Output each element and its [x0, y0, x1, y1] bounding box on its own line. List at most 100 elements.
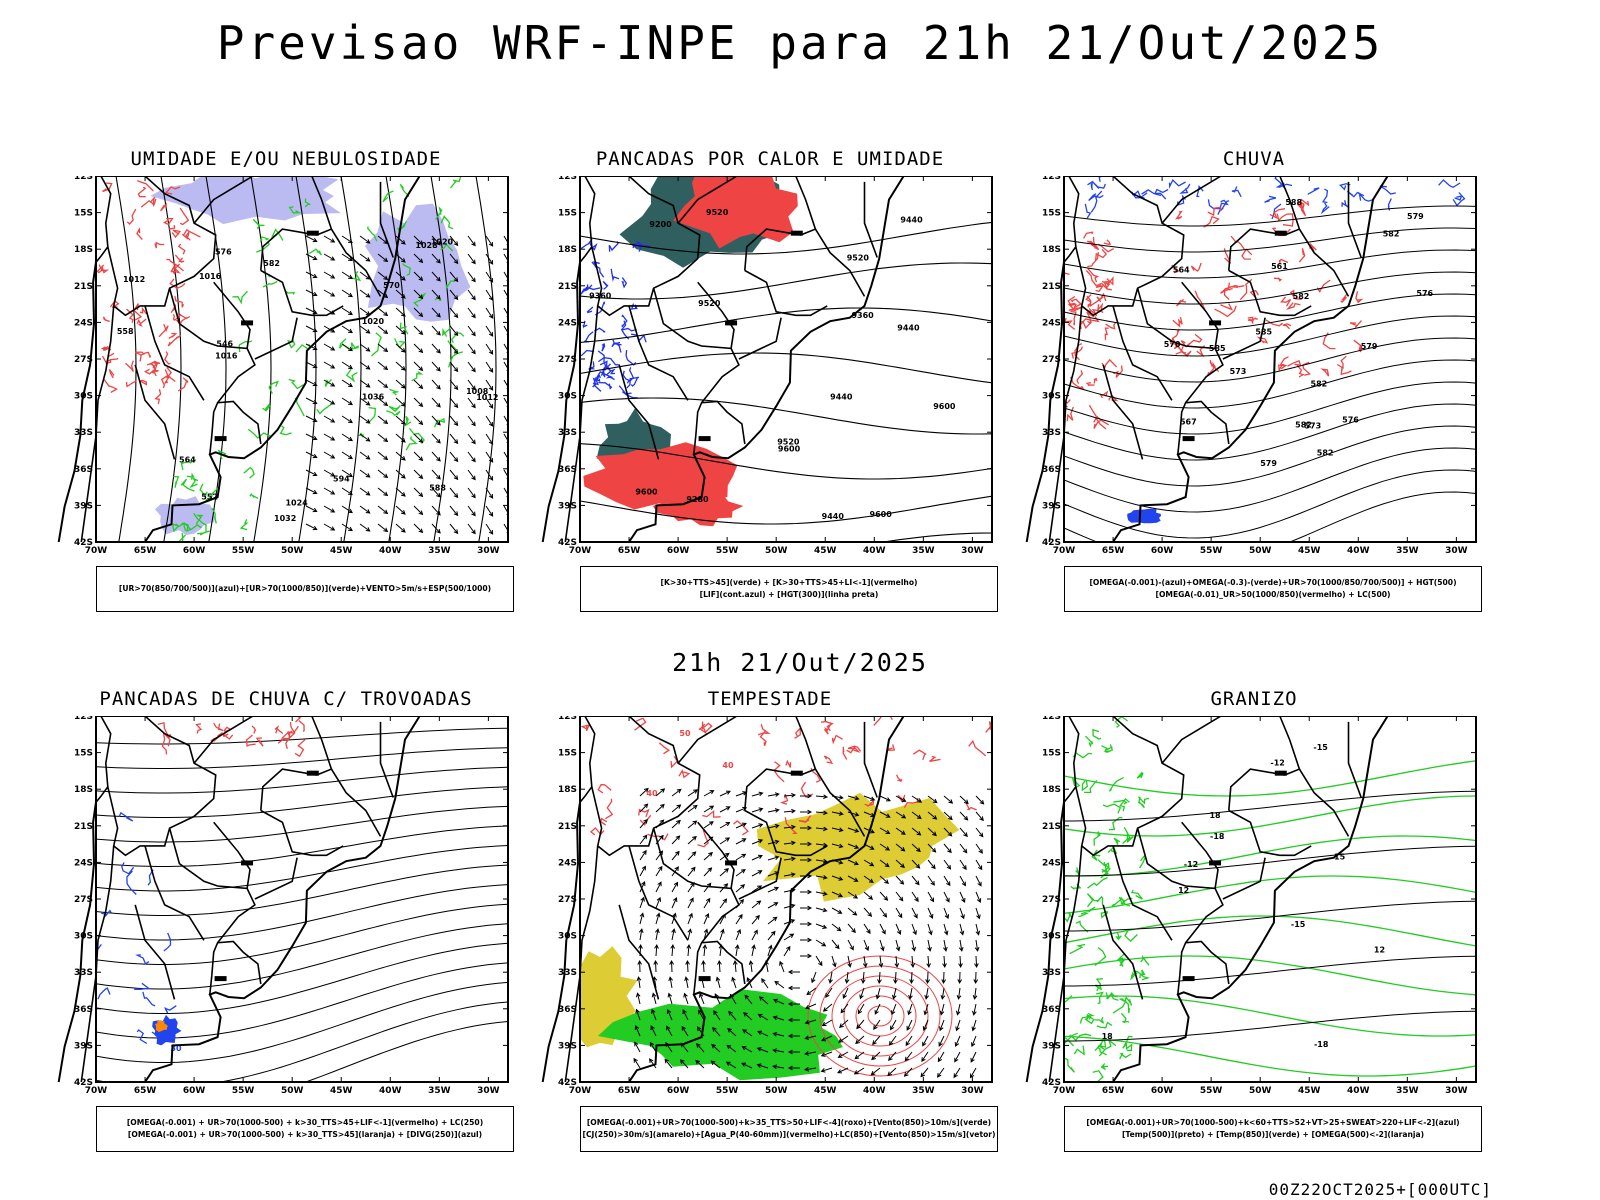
- wind-vector: [943, 875, 951, 887]
- lat-label: 36S: [74, 1005, 93, 1015]
- wind-vector: [341, 451, 353, 460]
- lon-label: 30W: [1445, 1086, 1468, 1096]
- wind-vector: [395, 451, 406, 461]
- wind-vector: [975, 907, 981, 920]
- pressure-contour: [295, 176, 317, 542]
- hgt500-contour: [1064, 469, 1476, 539]
- coastline-east: [628, 716, 905, 1083]
- temp850-contour: [1138, 796, 1150, 805]
- wind-vector: [395, 307, 406, 317]
- wind-vector: [772, 1064, 785, 1070]
- wind-vector: [395, 343, 406, 353]
- convection-contour: [195, 723, 203, 734]
- lif-contour: [602, 280, 609, 290]
- water-contour: [896, 774, 903, 782]
- wind-vector: [958, 939, 964, 952]
- water-contour: [678, 769, 691, 779]
- thickness-contour: [136, 227, 143, 240]
- wind-vector: [894, 955, 900, 968]
- base-map: [541, 716, 905, 1083]
- wind-vector: [341, 289, 353, 298]
- wind-vector: [787, 985, 800, 991]
- wind-vector: [911, 875, 920, 886]
- wind850-shade: [597, 989, 843, 1081]
- lif-contour: [625, 350, 637, 366]
- cyclone-contour: [855, 995, 905, 1037]
- wind-vector: [787, 969, 800, 975]
- temp850-contour: [1094, 1016, 1105, 1024]
- wind-vector: [359, 523, 371, 532]
- lon-label: 70W: [569, 1086, 592, 1096]
- wind-vector: [413, 361, 424, 372]
- temp850-contour: [1094, 1045, 1105, 1051]
- contour-label: 561: [1271, 262, 1288, 271]
- lc-contour: [1286, 302, 1301, 311]
- wind-vector: [875, 987, 881, 1000]
- wind-vector: [395, 361, 406, 371]
- temp500-contour: [1064, 845, 1476, 877]
- wind-vector: [955, 1019, 961, 1032]
- temp850-contour: [1136, 771, 1144, 779]
- coastline-west: [541, 262, 581, 543]
- temp850-contour: [1086, 893, 1100, 908]
- wind-vector: [751, 823, 764, 829]
- omega-contour: [1454, 195, 1462, 201]
- wind-vector: [767, 886, 780, 893]
- temp850-contour: [1064, 760, 1476, 797]
- convection-shade: [155, 1020, 168, 1033]
- wind-vector: [655, 912, 661, 925]
- contour-label: 9600: [933, 402, 956, 411]
- lc-contour: [1316, 279, 1331, 293]
- base-map: [57, 716, 421, 1083]
- lon-label: 40W: [863, 546, 886, 556]
- lat-label: 42S: [1042, 538, 1061, 548]
- divergence-contour: [136, 1029, 148, 1045]
- wind-vector: [974, 955, 979, 969]
- political-border: [628, 845, 689, 941]
- thickness-contour: [135, 351, 145, 362]
- wind-vector: [683, 992, 689, 1005]
- lat-label: 33S: [74, 428, 93, 438]
- humidity-contour: [294, 397, 305, 417]
- streamline: [96, 942, 508, 1014]
- wind-vector: [467, 325, 476, 337]
- lake: [306, 770, 319, 776]
- political-border: [693, 400, 746, 455]
- political-border: [1222, 857, 1266, 900]
- map-tempestade: 50 40 40 12S 15S 18S 21S 24S 27S 30S 33S 36S 39S 42S7…: [541, 716, 993, 1096]
- lc-contour: [1203, 215, 1220, 228]
- wind-vector: [681, 1025, 689, 1037]
- wind-vector: [839, 1019, 849, 1028]
- wind-vector: [926, 955, 931, 969]
- temp850-contour: [1064, 995, 1073, 1004]
- lon-label: 55W: [1200, 546, 1223, 556]
- lat-label: 30S: [74, 392, 93, 402]
- coastline-east: [1112, 716, 1389, 1083]
- temp850-contour: [1123, 929, 1138, 943]
- humidity-contour: [279, 425, 292, 436]
- wind-vector: [735, 838, 747, 845]
- contour-label: 1020: [431, 238, 454, 247]
- thickness-contour: [126, 308, 134, 323]
- wind-vector: [395, 505, 406, 515]
- wind-vector: [703, 851, 713, 861]
- contour-label: 1008: [466, 387, 489, 396]
- wind-vector: [879, 827, 891, 835]
- wind-vector: [906, 1019, 913, 1031]
- wind-vector: [485, 343, 494, 355]
- wind-vector: [767, 808, 780, 813]
- wind-vector: [670, 943, 675, 957]
- political-border: [591, 716, 701, 857]
- convection-contour: [294, 739, 306, 758]
- temp850-contour: [1081, 779, 1089, 792]
- wind-vector: [925, 971, 931, 985]
- wind-vector: [907, 1003, 913, 1016]
- wind-vector: [377, 451, 389, 461]
- wind-vector: [735, 822, 747, 829]
- wind-vector: [467, 505, 476, 517]
- contour-label: 1020: [362, 317, 385, 326]
- wind-vector: [449, 523, 459, 535]
- water-contour: [800, 781, 814, 799]
- temp850-contour: [1100, 861, 1111, 879]
- wind-vector: [639, 912, 645, 925]
